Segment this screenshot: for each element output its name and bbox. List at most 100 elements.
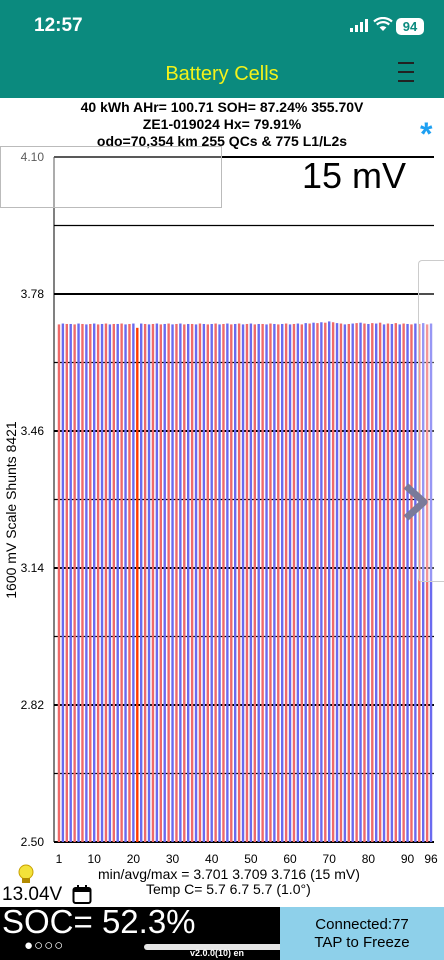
cell-bar <box>237 323 241 842</box>
cell-bar <box>425 324 429 843</box>
cell-bar <box>222 323 225 842</box>
page-title: Battery Cells <box>165 63 279 85</box>
overlay-panel <box>0 146 222 208</box>
cell-bar <box>363 323 366 842</box>
cell-bar <box>284 323 288 842</box>
cell-bar <box>124 324 127 843</box>
cell-bar <box>355 323 358 842</box>
x-tick-label: 30 <box>166 852 180 866</box>
soc-value: SOC= 52.3% <box>2 903 196 940</box>
page-indicator[interactable]: ●○○○ <box>24 937 65 954</box>
side-panel-tab[interactable] <box>418 260 444 582</box>
y-tick-label: 3.46 <box>21 424 45 438</box>
cell-bar <box>93 323 96 842</box>
y-tick-label: 2.82 <box>21 698 45 712</box>
cell-bar <box>347 323 350 842</box>
summary-line-3: odo=70,354 km 255 QCs & 775 L1/L2s <box>96 133 348 149</box>
calendar-icon[interactable] <box>72 884 92 905</box>
cell-bar <box>147 324 151 843</box>
cell-bar <box>394 323 397 842</box>
min-avg-max-text: min/avg/max = 3.701 3.709 3.716 (15 mV) <box>98 866 360 882</box>
cell-bar <box>143 323 147 842</box>
cell-bar <box>77 323 80 842</box>
soc-panel <box>0 907 280 960</box>
cell-bar <box>230 324 233 843</box>
temperature-text: Temp C= 5.7 6.7 5.7 (1.0°) <box>146 881 311 897</box>
battery-summary: 40 kWh AHr= 100.71 SOH= 87.24% 355.70V Z… <box>0 99 444 150</box>
cell-voltage-chart[interactable]: 4.10 3.78 3.46 3.14 2.82 2.50 1 10 20 30 40 50 60 70 8… <box>0 0 444 870</box>
freeze-action[interactable]: TAP to Freeze <box>314 934 410 951</box>
cell-bar <box>194 324 198 843</box>
cell-bar <box>339 323 343 842</box>
cell-bar <box>206 324 209 843</box>
summary-line-1: 40 kWh AHr= 100.71 SOH= 87.24% 355.70V <box>80 99 364 115</box>
aux-voltage: 13.04V <box>2 884 63 905</box>
cell-bar <box>273 323 276 842</box>
cell-bar <box>226 323 229 842</box>
cell-bar <box>73 324 76 843</box>
cell-bar <box>375 323 378 842</box>
x-tick-label: 50 <box>244 852 258 866</box>
cell-bar <box>57 324 61 843</box>
cell-bar <box>214 323 217 842</box>
x-tick-label: 20 <box>127 852 141 866</box>
cell-bar <box>429 323 433 842</box>
scale-readout: 15 mV <box>302 155 407 196</box>
y-tick-label: 3.14 <box>21 561 45 575</box>
cell-bar <box>140 323 143 842</box>
cell-bar <box>183 324 186 843</box>
x-tick-label: 96 <box>424 852 438 866</box>
cell-bar <box>308 323 311 842</box>
cell-bar <box>257 323 260 842</box>
cell-bar <box>104 323 108 842</box>
cell-bar <box>120 323 123 842</box>
cell-bar <box>167 323 170 842</box>
x-tick-label: 80 <box>362 852 376 866</box>
cell-bar <box>171 324 174 843</box>
cell-bar <box>151 323 155 842</box>
cell-bar <box>218 324 221 843</box>
cell-bar <box>331 322 335 843</box>
cell-bar <box>398 324 401 843</box>
cell-bar <box>378 322 382 842</box>
cell-bar <box>410 324 413 843</box>
cell-bar <box>371 323 374 842</box>
chevron-right-icon[interactable] <box>398 482 432 522</box>
cell-bar <box>61 323 65 842</box>
star-icon[interactable]: * <box>420 116 433 152</box>
y-tick-label: 4.10 <box>21 150 45 164</box>
cell-bar <box>343 324 347 843</box>
cell-bar <box>108 324 112 843</box>
y-axis-label: 1600 mV Scale Shunts 8421 <box>3 421 19 599</box>
status-time: 12:57 <box>34 15 83 36</box>
cell-bar <box>422 323 425 842</box>
battery-level-badge: 94 <box>396 18 424 35</box>
cell-bar <box>269 323 272 842</box>
cell-bar <box>261 323 264 842</box>
cell-bar <box>367 323 370 842</box>
cell-bar <box>418 323 421 842</box>
hamburger-menu-icon[interactable] <box>396 59 416 85</box>
connection-panel[interactable]: Connected:77 TAP to Freeze <box>280 907 444 960</box>
cell-bar <box>159 324 162 843</box>
cell-bar <box>163 323 166 842</box>
cell-bar <box>249 323 253 842</box>
cellular-signal-icon <box>350 19 368 32</box>
cell-bar <box>96 324 100 843</box>
y-tick-label: 2.50 <box>21 835 45 849</box>
cell-bar <box>359 322 362 842</box>
lightbulb-icon[interactable] <box>17 864 35 886</box>
version-label: v2.0.0(10) en <box>190 948 245 958</box>
cell-bar <box>335 323 339 842</box>
cell-bar <box>351 323 354 842</box>
cell-bar <box>202 323 206 842</box>
cell-bar <box>85 324 88 843</box>
cell-bar <box>128 323 131 842</box>
x-tick-label: 40 <box>205 852 219 866</box>
cell-bar <box>300 324 303 843</box>
cell-bar <box>288 324 292 843</box>
x-tick-label: 60 <box>283 852 297 866</box>
cell-bar <box>296 323 300 842</box>
home-indicator[interactable] <box>144 944 304 950</box>
cell-bar <box>320 322 323 843</box>
